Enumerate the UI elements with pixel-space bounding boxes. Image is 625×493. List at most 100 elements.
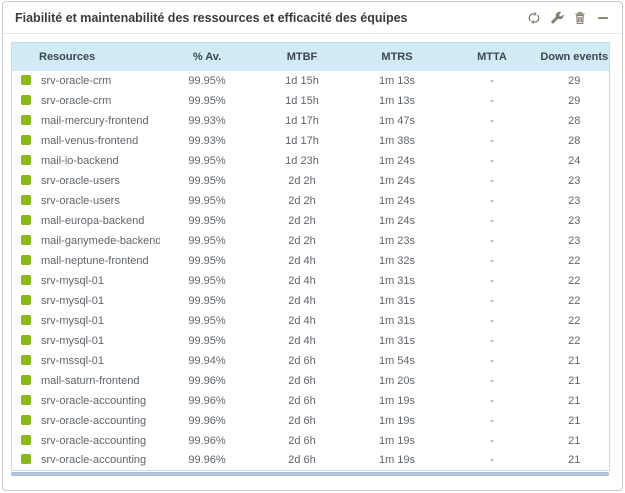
mtbf-cell: 1d 17h bbox=[254, 130, 350, 151]
column-header-mtbf[interactable]: MTBF bbox=[254, 42, 350, 71]
mtta-cell: - bbox=[444, 390, 540, 411]
table-row[interactable]: mail-neptune-frontend 99.95% 2d 4h 1m 32s -2… bbox=[11, 250, 610, 271]
mtbf-cell: 2d 6h bbox=[254, 350, 350, 371]
mtta-cell: - bbox=[444, 210, 540, 231]
status-ok-icon bbox=[21, 334, 31, 345]
column-header-availability[interactable]: % Av. bbox=[159, 42, 255, 71]
column-header-mtrs[interactable]: MTRS bbox=[349, 42, 445, 71]
mtta-cell: - bbox=[444, 190, 540, 211]
resource-cell: srv-oracle-crm bbox=[11, 70, 160, 91]
table-row[interactable]: srv-mssql-01 99.94% 2d 6h 1m 54s -21 bbox=[11, 350, 610, 371]
table-row[interactable]: mail-europa-backend 99.95% 2d 2h 1m 24s -23 bbox=[11, 210, 610, 231]
mtbf-cell: 2d 6h bbox=[254, 450, 350, 471]
horizontal-scrollbar[interactable] bbox=[11, 472, 609, 476]
mtrs-cell: 1m 24s bbox=[349, 190, 445, 211]
mtrs-cell: 1m 19s bbox=[349, 410, 445, 431]
down-events-cell: 23 bbox=[539, 210, 610, 231]
table-row[interactable]: srv-mysql-01 99.95% 2d 4h 1m 31s -22 bbox=[11, 270, 610, 291]
mtbf-cell: 1d 23h bbox=[254, 150, 350, 171]
down-events-cell: 21 bbox=[539, 390, 610, 411]
table-row[interactable]: srv-oracle-crm 99.95% 1d 15h 1m 13s -29 bbox=[11, 90, 610, 111]
resource-cell: srv-oracle-crm bbox=[11, 90, 160, 111]
column-header-down-events[interactable]: Down events bbox=[539, 42, 610, 71]
mtrs-cell: 1m 31s bbox=[349, 290, 445, 311]
mtbf-cell: 1d 15h bbox=[254, 90, 350, 111]
resource-name: srv-oracle-crm bbox=[41, 74, 112, 87]
status-ok-icon bbox=[21, 134, 31, 145]
column-header-resources[interactable]: Resources bbox=[11, 42, 160, 71]
resource-name: srv-oracle-users bbox=[41, 194, 120, 207]
table-row[interactable]: srv-oracle-users 99.95% 2d 2h 1m 24s -23 bbox=[11, 170, 610, 191]
availability-cell: 99.95% bbox=[159, 290, 255, 311]
resource-cell: srv-oracle-accounting bbox=[11, 430, 160, 451]
status-ok-icon bbox=[21, 274, 31, 285]
resources-table: Resources % Av. MTBF MTRS MTTA Down even… bbox=[11, 42, 610, 471]
down-events-cell: 21 bbox=[539, 410, 610, 431]
mtbf-cell: 2d 2h bbox=[254, 190, 350, 211]
table-row[interactable]: srv-oracle-users 99.95% 2d 2h 1m 24s -23 bbox=[11, 190, 610, 211]
resource-name: mail-neptune-frontend bbox=[41, 254, 149, 267]
down-events-cell: 22 bbox=[539, 310, 610, 331]
resource-name: srv-mysql-01 bbox=[41, 274, 104, 287]
mtrs-cell: 1m 31s bbox=[349, 310, 445, 331]
table-row[interactable]: srv-oracle-accounting 99.96% 2d 6h 1m 19s -2… bbox=[11, 430, 610, 451]
table-row[interactable]: mail-venus-frontend 99.93% 1d 17h 1m 38s -28 bbox=[11, 130, 610, 151]
availability-cell: 99.93% bbox=[159, 110, 255, 131]
down-events-cell: 29 bbox=[539, 70, 610, 91]
table-row[interactable]: srv-oracle-crm 99.95% 1d 15h 1m 13s -29 bbox=[11, 70, 610, 91]
mtrs-cell: 1m 19s bbox=[349, 450, 445, 471]
widget-title: Fiabilité et maintenabilité des ressourc… bbox=[15, 10, 408, 25]
widget-toolbar bbox=[527, 11, 610, 25]
wrench-icon[interactable] bbox=[550, 11, 564, 25]
down-events-cell: 21 bbox=[539, 350, 610, 371]
down-events-cell: 21 bbox=[539, 430, 610, 451]
resource-cell: srv-mssql-01 bbox=[11, 350, 160, 371]
down-events-cell: 23 bbox=[539, 230, 610, 251]
table-row[interactable]: srv-oracle-accounting 99.96% 2d 6h 1m 19s -2… bbox=[11, 450, 610, 471]
resource-cell: mail-europa-backend bbox=[11, 210, 160, 231]
mtta-cell: - bbox=[444, 270, 540, 291]
down-events-cell: 22 bbox=[539, 270, 610, 291]
resource-name: srv-oracle-accounting bbox=[41, 394, 147, 407]
mtrs-cell: 1m 23s bbox=[349, 230, 445, 251]
down-events-cell: 24 bbox=[539, 150, 610, 171]
status-ok-icon bbox=[21, 194, 31, 205]
mtrs-cell: 1m 47s bbox=[349, 110, 445, 131]
resource-cell: mail-io-backend bbox=[11, 150, 160, 171]
table-row[interactable]: srv-mysql-01 99.95% 2d 4h 1m 31s -22 bbox=[11, 310, 610, 331]
mtta-cell: - bbox=[444, 410, 540, 431]
status-ok-icon bbox=[21, 294, 31, 305]
resource-cell: srv-mysql-01 bbox=[11, 330, 160, 351]
table-row[interactable]: srv-mysql-01 99.95% 2d 4h 1m 31s -22 bbox=[11, 290, 610, 311]
refresh-icon[interactable] bbox=[527, 11, 541, 25]
mtbf-cell: 2d 4h bbox=[254, 330, 350, 351]
down-events-cell: 22 bbox=[539, 250, 610, 271]
status-ok-icon bbox=[21, 454, 31, 465]
resource-cell: srv-mysql-01 bbox=[11, 290, 160, 311]
collapse-icon[interactable] bbox=[596, 11, 610, 25]
trash-icon[interactable] bbox=[573, 11, 587, 25]
mtrs-cell: 1m 13s bbox=[349, 90, 445, 111]
mtrs-cell: 1m 13s bbox=[349, 70, 445, 91]
mtrs-cell: 1m 54s bbox=[349, 350, 445, 371]
mtbf-cell: 2d 2h bbox=[254, 170, 350, 191]
availability-cell: 99.95% bbox=[159, 70, 255, 91]
mtta-cell: - bbox=[444, 170, 540, 191]
table-row[interactable]: mail-mercury-frontend 99.93% 1d 17h 1m 47s -… bbox=[11, 110, 610, 131]
table-row[interactable]: mail-ganymede-backend 99.95% 2d 2h 1m 23s -2… bbox=[11, 230, 610, 251]
status-ok-icon bbox=[21, 214, 31, 225]
table-row[interactable]: srv-oracle-accounting 99.96% 2d 6h 1m 19s -2… bbox=[11, 410, 610, 431]
table-row[interactable]: mail-io-backend 99.95% 1d 23h 1m 24s -24 bbox=[11, 150, 610, 171]
table-row[interactable]: srv-mysql-01 99.95% 2d 4h 1m 31s -22 bbox=[11, 330, 610, 351]
mtbf-cell: 2d 6h bbox=[254, 370, 350, 391]
availability-cell: 99.93% bbox=[159, 130, 255, 151]
table-row[interactable]: mail-saturn-frontend 99.96% 2d 6h 1m 20s -21 bbox=[11, 370, 610, 391]
column-header-mtta[interactable]: MTTA bbox=[444, 42, 540, 71]
table-body: srv-oracle-crm 99.95% 1d 15h 1m 13s -29 srv-o… bbox=[11, 70, 610, 471]
down-events-cell: 28 bbox=[539, 110, 610, 131]
table-header: Resources % Av. MTBF MTRS MTTA Down even… bbox=[11, 42, 610, 71]
status-ok-icon bbox=[21, 394, 31, 405]
table-row[interactable]: srv-oracle-accounting 99.96% 2d 6h 1m 19s -2… bbox=[11, 390, 610, 411]
status-ok-icon bbox=[21, 234, 31, 245]
resource-cell: mail-ganymede-backend bbox=[11, 230, 160, 251]
